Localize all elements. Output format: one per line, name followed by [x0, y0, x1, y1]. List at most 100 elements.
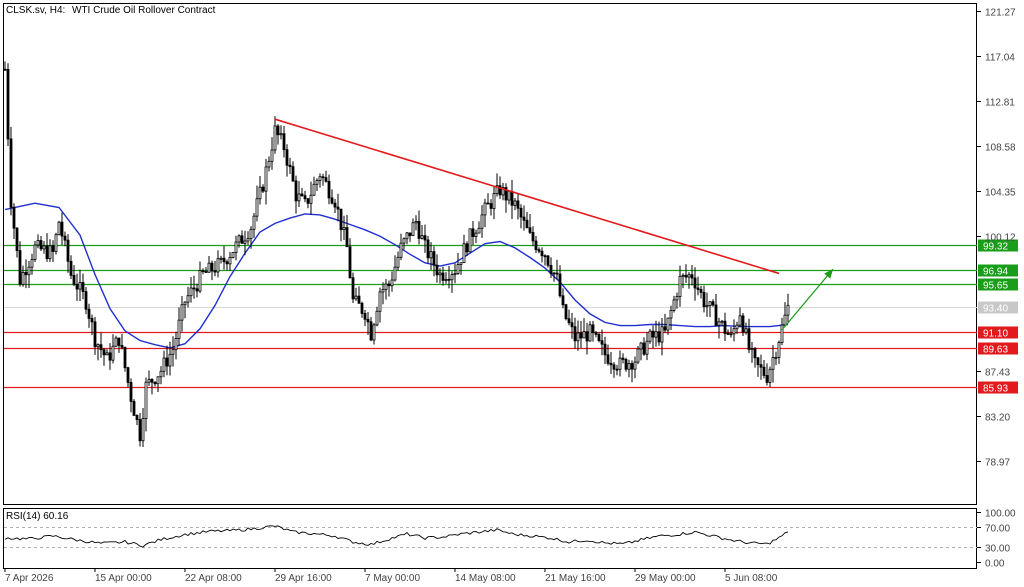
candle-body [357, 295, 361, 304]
candle-body [54, 234, 58, 252]
price-tick-label: 87.43 [985, 368, 1010, 379]
candle-body [396, 256, 400, 268]
candle-body [192, 287, 196, 290]
candle-body [249, 228, 253, 240]
candle-body [567, 318, 571, 324]
candle-body [258, 186, 262, 200]
candle-body [597, 333, 601, 342]
candle-body [684, 274, 688, 278]
candle-body [504, 187, 508, 201]
candle-body [162, 357, 166, 372]
candle-body [318, 176, 322, 181]
candle-body [210, 262, 214, 272]
time-tick-label: 21 May 16:00 [545, 573, 606, 584]
candle-body [561, 295, 565, 306]
candle-body [237, 235, 241, 243]
resistance-level-label: 99.32 [983, 242, 1008, 253]
candle-body [84, 291, 88, 310]
candle-body [228, 257, 232, 265]
candle-body [312, 183, 316, 196]
candle-body [42, 245, 46, 250]
candle-body [723, 320, 727, 334]
candle-body [708, 301, 712, 307]
candle-body [699, 289, 703, 293]
candle-body [438, 272, 442, 276]
candle-body [33, 244, 37, 260]
candle-body [468, 228, 472, 253]
candle-body [9, 138, 13, 208]
candle-body [720, 320, 724, 323]
rsi-tick-label: 70.00 [985, 524, 1010, 535]
candle-body [174, 338, 178, 351]
candle-body [453, 273, 457, 276]
candle-body [621, 357, 625, 360]
candle-body [153, 381, 157, 385]
candle-body [294, 180, 298, 202]
candle-body [273, 125, 277, 151]
rsi-line [4, 525, 789, 548]
support-level-label: 91.10 [983, 329, 1008, 340]
candle-body [690, 274, 694, 279]
support-level-label: 89.63 [983, 345, 1008, 356]
rsi-tick-label: 100.00 [985, 509, 1016, 520]
candle-body [585, 331, 589, 342]
candle-body [624, 358, 628, 370]
candle-body [222, 257, 226, 263]
candle-body [588, 324, 592, 342]
price-tick-label: 78.97 [985, 458, 1010, 469]
candle-body [126, 367, 130, 383]
candle-body [369, 321, 373, 341]
candle-body [669, 309, 673, 319]
candle-body [642, 342, 646, 355]
candle-body [441, 272, 445, 281]
resistance-level-tag [978, 264, 1018, 277]
instrument-label: WTI Crude Oil Rollover Contract [72, 5, 216, 16]
candle-body [234, 241, 238, 253]
candle-body [693, 277, 697, 289]
candle-body [279, 133, 283, 136]
candle-body [576, 332, 580, 342]
candle-body [333, 202, 337, 208]
candle-body [603, 343, 607, 356]
candle-body [750, 348, 754, 351]
candle-body [288, 164, 292, 168]
time-tick-label: 15 Apr 00:00 [95, 573, 152, 584]
candle-body [195, 288, 199, 292]
candle-body [393, 266, 397, 281]
candle-body [582, 331, 586, 339]
price-axis: 121.27 117.04 112.81 108.58 104.35 100.12 87.4… [977, 8, 1016, 469]
trendline-layer [274, 118, 834, 331]
candle-body [501, 187, 505, 196]
candle-body [507, 190, 511, 201]
candle-body [573, 326, 577, 342]
candle-body [435, 264, 439, 276]
candle-body [738, 315, 742, 326]
candle-body [270, 149, 274, 162]
candle-body [732, 328, 736, 335]
candle-body [57, 221, 61, 236]
candle-body [156, 376, 160, 385]
candle-body [648, 330, 652, 342]
candle-body [99, 344, 103, 351]
candle-body [243, 240, 247, 244]
candle-body [177, 319, 181, 339]
candle-body [198, 270, 202, 292]
candle-body [747, 328, 751, 350]
candle-body [189, 287, 193, 297]
candles-layer [3, 61, 790, 447]
candle-body [360, 302, 364, 314]
candle-body [522, 216, 526, 221]
candle-body [753, 348, 757, 359]
candle-body [414, 220, 418, 224]
candle-body [630, 363, 634, 370]
candle-body [261, 186, 265, 192]
rsi-label: RSI(14) 60.16 [6, 511, 69, 522]
rsi-tick-label: 30.00 [985, 544, 1010, 555]
time-tick-label: 7 Apr 2026 [5, 573, 54, 584]
current-price-tag [978, 301, 1018, 314]
support-level-label: 85.93 [983, 384, 1008, 395]
candle-body [351, 277, 355, 300]
candle-body [354, 295, 358, 300]
candle-body [555, 272, 559, 275]
candle-body [525, 219, 529, 229]
